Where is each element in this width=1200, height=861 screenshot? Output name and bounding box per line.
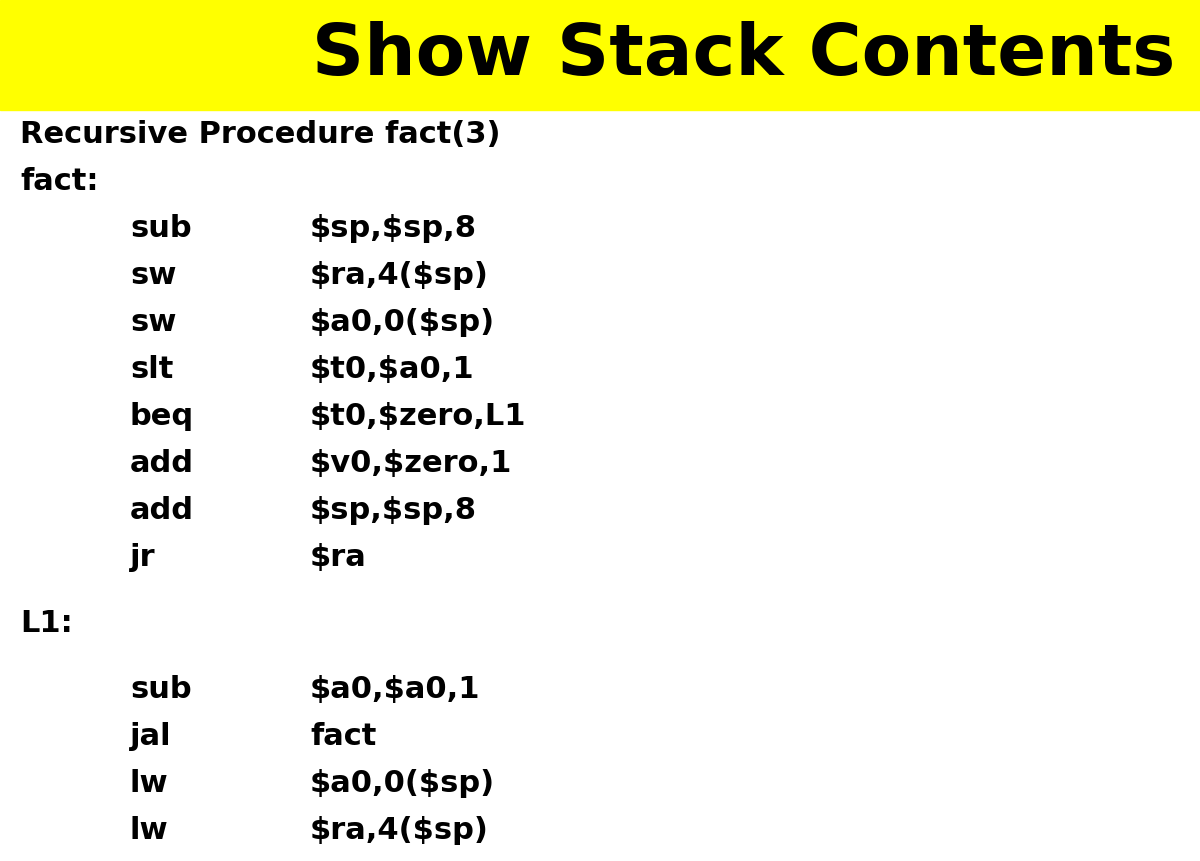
Text: \$a0,\$a0,1: \$a0,\$a0,1 [310,675,480,703]
Text: \$a0,0(\$sp): \$a0,0(\$sp) [310,769,496,797]
Text: Recursive Procedure fact(3): Recursive Procedure fact(3) [20,120,500,149]
Text: jr: jr [130,543,156,572]
Text: L1:: L1: [20,609,73,638]
Text: \$ra,4(\$sp): \$ra,4(\$sp) [310,261,488,290]
Text: \$sp,\$sp,8: \$sp,\$sp,8 [310,496,478,525]
Text: slt: slt [130,355,173,384]
Text: jal: jal [130,722,172,751]
Text: \$v0,\$zero,1: \$v0,\$zero,1 [310,449,512,478]
Text: sub: sub [130,675,192,703]
Text: lw: lw [130,815,169,845]
Text: sw: sw [130,308,176,337]
Text: \$ra: \$ra [310,543,367,572]
Text: lw: lw [130,769,169,797]
Text: \$t0,\$zero,L1: \$t0,\$zero,L1 [310,402,527,431]
Text: \$a0,0(\$sp): \$a0,0(\$sp) [310,308,496,337]
Text: sub: sub [130,214,192,243]
Text: \$ra,4(\$sp): \$ra,4(\$sp) [310,815,488,845]
Text: add: add [130,449,194,478]
Text: \$t0,\$a0,1: \$t0,\$a0,1 [310,355,475,384]
Text: \$sp,\$sp,8: \$sp,\$sp,8 [310,214,478,243]
Text: add: add [130,496,194,525]
Text: Show Stack Contents: Show Stack Contents [312,21,1176,90]
Text: fact: fact [310,722,377,751]
Text: sw: sw [130,261,176,290]
Text: fact:: fact: [20,167,98,196]
Text: beq: beq [130,402,194,431]
FancyBboxPatch shape [0,0,1200,110]
